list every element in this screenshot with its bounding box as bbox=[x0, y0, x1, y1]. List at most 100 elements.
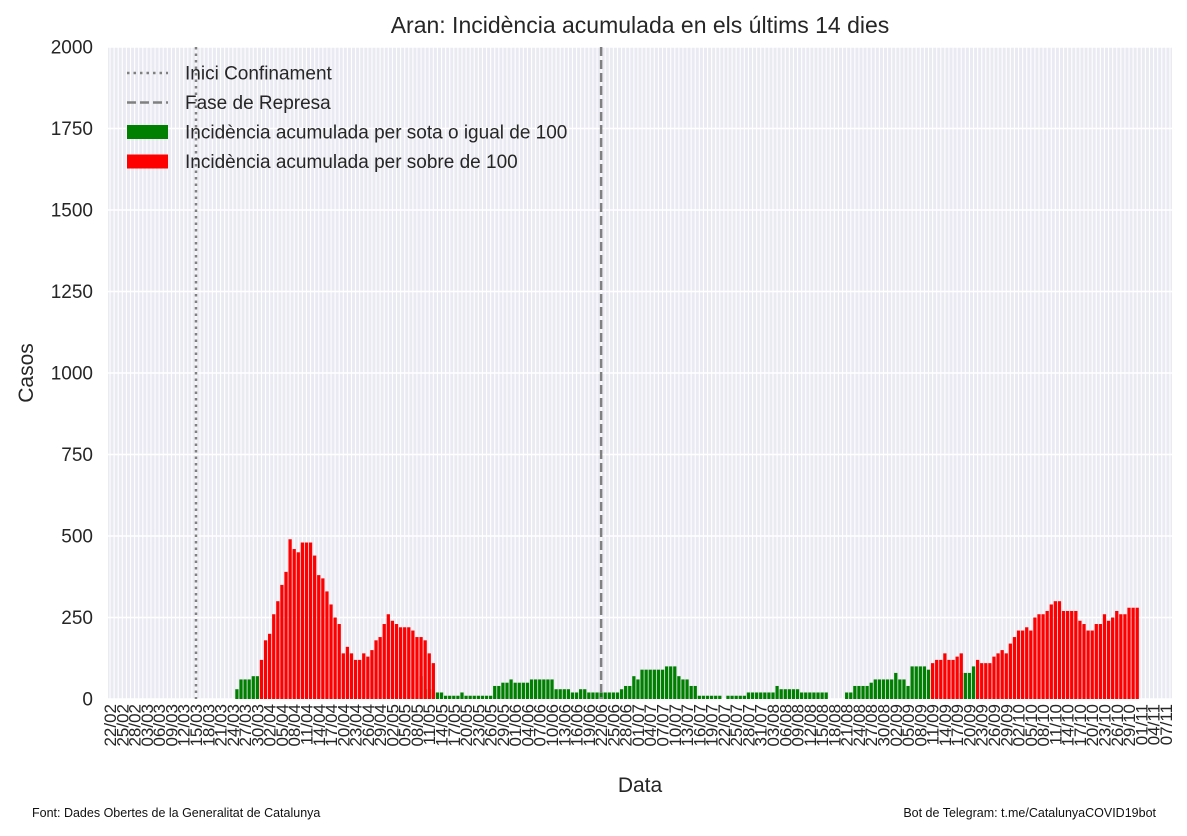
bar bbox=[845, 692, 849, 699]
x-tick-label: 29/05 bbox=[494, 704, 513, 747]
bar bbox=[615, 692, 620, 699]
bar bbox=[1086, 630, 1090, 699]
bar bbox=[583, 689, 587, 699]
x-tick-label: 17/05 bbox=[445, 704, 464, 747]
legend: Inici Confinament Fase de Represa Incidènc… bbox=[127, 64, 567, 173]
bar bbox=[1131, 607, 1135, 699]
bar bbox=[996, 653, 1000, 699]
x-tick-label: 06/08 bbox=[776, 704, 795, 747]
bar bbox=[353, 659, 358, 699]
bar bbox=[918, 666, 922, 699]
bar bbox=[881, 679, 886, 699]
x-tick-label: 19/07 bbox=[703, 704, 722, 747]
x-tick-label: 10/07 bbox=[666, 704, 685, 747]
bar bbox=[849, 692, 853, 699]
bar bbox=[1045, 610, 1049, 699]
bar bbox=[517, 682, 521, 699]
bar bbox=[1135, 607, 1139, 699]
bar bbox=[1037, 614, 1041, 699]
x-tick-label: 25/07 bbox=[727, 704, 746, 747]
bar bbox=[718, 695, 722, 699]
x-tick-label: 30/03 bbox=[248, 704, 267, 747]
bar bbox=[300, 542, 305, 699]
x-tick-label: 23/05 bbox=[469, 704, 488, 747]
bar bbox=[1053, 601, 1058, 699]
bar bbox=[1020, 630, 1025, 699]
bar bbox=[767, 692, 771, 699]
x-tick-label: 20/09 bbox=[960, 704, 979, 747]
bar bbox=[1082, 624, 1086, 699]
x-tick-label: 08/09 bbox=[911, 704, 930, 747]
bar bbox=[378, 637, 382, 699]
x-tick-label: 08/10 bbox=[1034, 704, 1053, 747]
bar bbox=[280, 584, 284, 699]
x-tick-label: 15/08 bbox=[813, 704, 832, 747]
bar bbox=[771, 692, 775, 699]
bar bbox=[493, 685, 497, 699]
bar bbox=[599, 692, 603, 699]
y-tick-label: 750 bbox=[61, 445, 93, 466]
x-tick-label: 09/03 bbox=[162, 704, 181, 747]
bar bbox=[910, 666, 914, 699]
x-tick-label: 16/07 bbox=[690, 704, 709, 747]
bar bbox=[374, 640, 378, 699]
footer-bot-link: Bot de Telegram: t.me/CatalunyaCOVID19bo… bbox=[903, 806, 1156, 820]
bar bbox=[1127, 607, 1131, 699]
x-tick-label: 06/03 bbox=[150, 704, 169, 747]
bar bbox=[763, 692, 767, 699]
bar bbox=[480, 695, 485, 699]
bar bbox=[877, 679, 882, 699]
legend-color-swatch bbox=[127, 154, 168, 169]
bar bbox=[398, 627, 403, 699]
x-tick-label: 11/09 bbox=[924, 704, 943, 745]
x-tick-label: 23/09 bbox=[973, 704, 992, 747]
x-tick-label: 16/06 bbox=[568, 704, 587, 747]
bar bbox=[816, 692, 820, 699]
bar bbox=[419, 637, 423, 699]
bar bbox=[390, 620, 395, 699]
bar bbox=[709, 695, 714, 699]
chart-title: Aran: Incidència acumulada en els últims… bbox=[391, 12, 890, 38]
bar bbox=[669, 666, 673, 699]
bar bbox=[660, 669, 665, 699]
x-tick-label: 27/03 bbox=[236, 704, 255, 747]
bar bbox=[313, 555, 317, 699]
bar bbox=[1102, 614, 1107, 699]
x-tick-label: 25/06 bbox=[604, 704, 623, 747]
bar bbox=[333, 617, 337, 699]
x-tick-label: 22/06 bbox=[592, 704, 611, 747]
bar bbox=[272, 614, 276, 699]
bar bbox=[746, 692, 751, 699]
bar bbox=[1111, 617, 1115, 699]
bar bbox=[276, 601, 280, 699]
legend-item-high: Incidència acumulada per sobre de 100 bbox=[127, 152, 518, 173]
bar bbox=[464, 695, 468, 699]
bar bbox=[452, 695, 456, 699]
bar bbox=[734, 695, 738, 699]
bar bbox=[1025, 627, 1029, 699]
bar bbox=[521, 682, 526, 699]
bar bbox=[525, 682, 530, 699]
bar bbox=[366, 656, 370, 699]
x-tick-label: 07/06 bbox=[531, 704, 550, 747]
bar bbox=[317, 575, 321, 699]
bar bbox=[959, 653, 963, 699]
bar bbox=[386, 614, 390, 699]
bar bbox=[1049, 604, 1053, 699]
x-tick-label: 14/10 bbox=[1059, 704, 1078, 747]
bar bbox=[292, 549, 296, 699]
bar bbox=[411, 630, 415, 699]
x-tick-label: 21/03 bbox=[212, 704, 231, 747]
bar bbox=[607, 692, 611, 699]
bar bbox=[820, 692, 824, 699]
y-tick-label: 1250 bbox=[51, 282, 93, 303]
bar bbox=[394, 624, 399, 699]
x-tick-label: 07/07 bbox=[654, 704, 673, 747]
x-tick-label: 11/04 bbox=[297, 704, 316, 745]
y-tick-label: 1500 bbox=[51, 201, 93, 222]
legend-label: Fase de Represa bbox=[185, 93, 331, 114]
bar bbox=[574, 692, 579, 699]
y-tick-label: 500 bbox=[61, 527, 93, 548]
x-tick-label: 19/06 bbox=[580, 704, 599, 747]
bar bbox=[1061, 610, 1066, 699]
